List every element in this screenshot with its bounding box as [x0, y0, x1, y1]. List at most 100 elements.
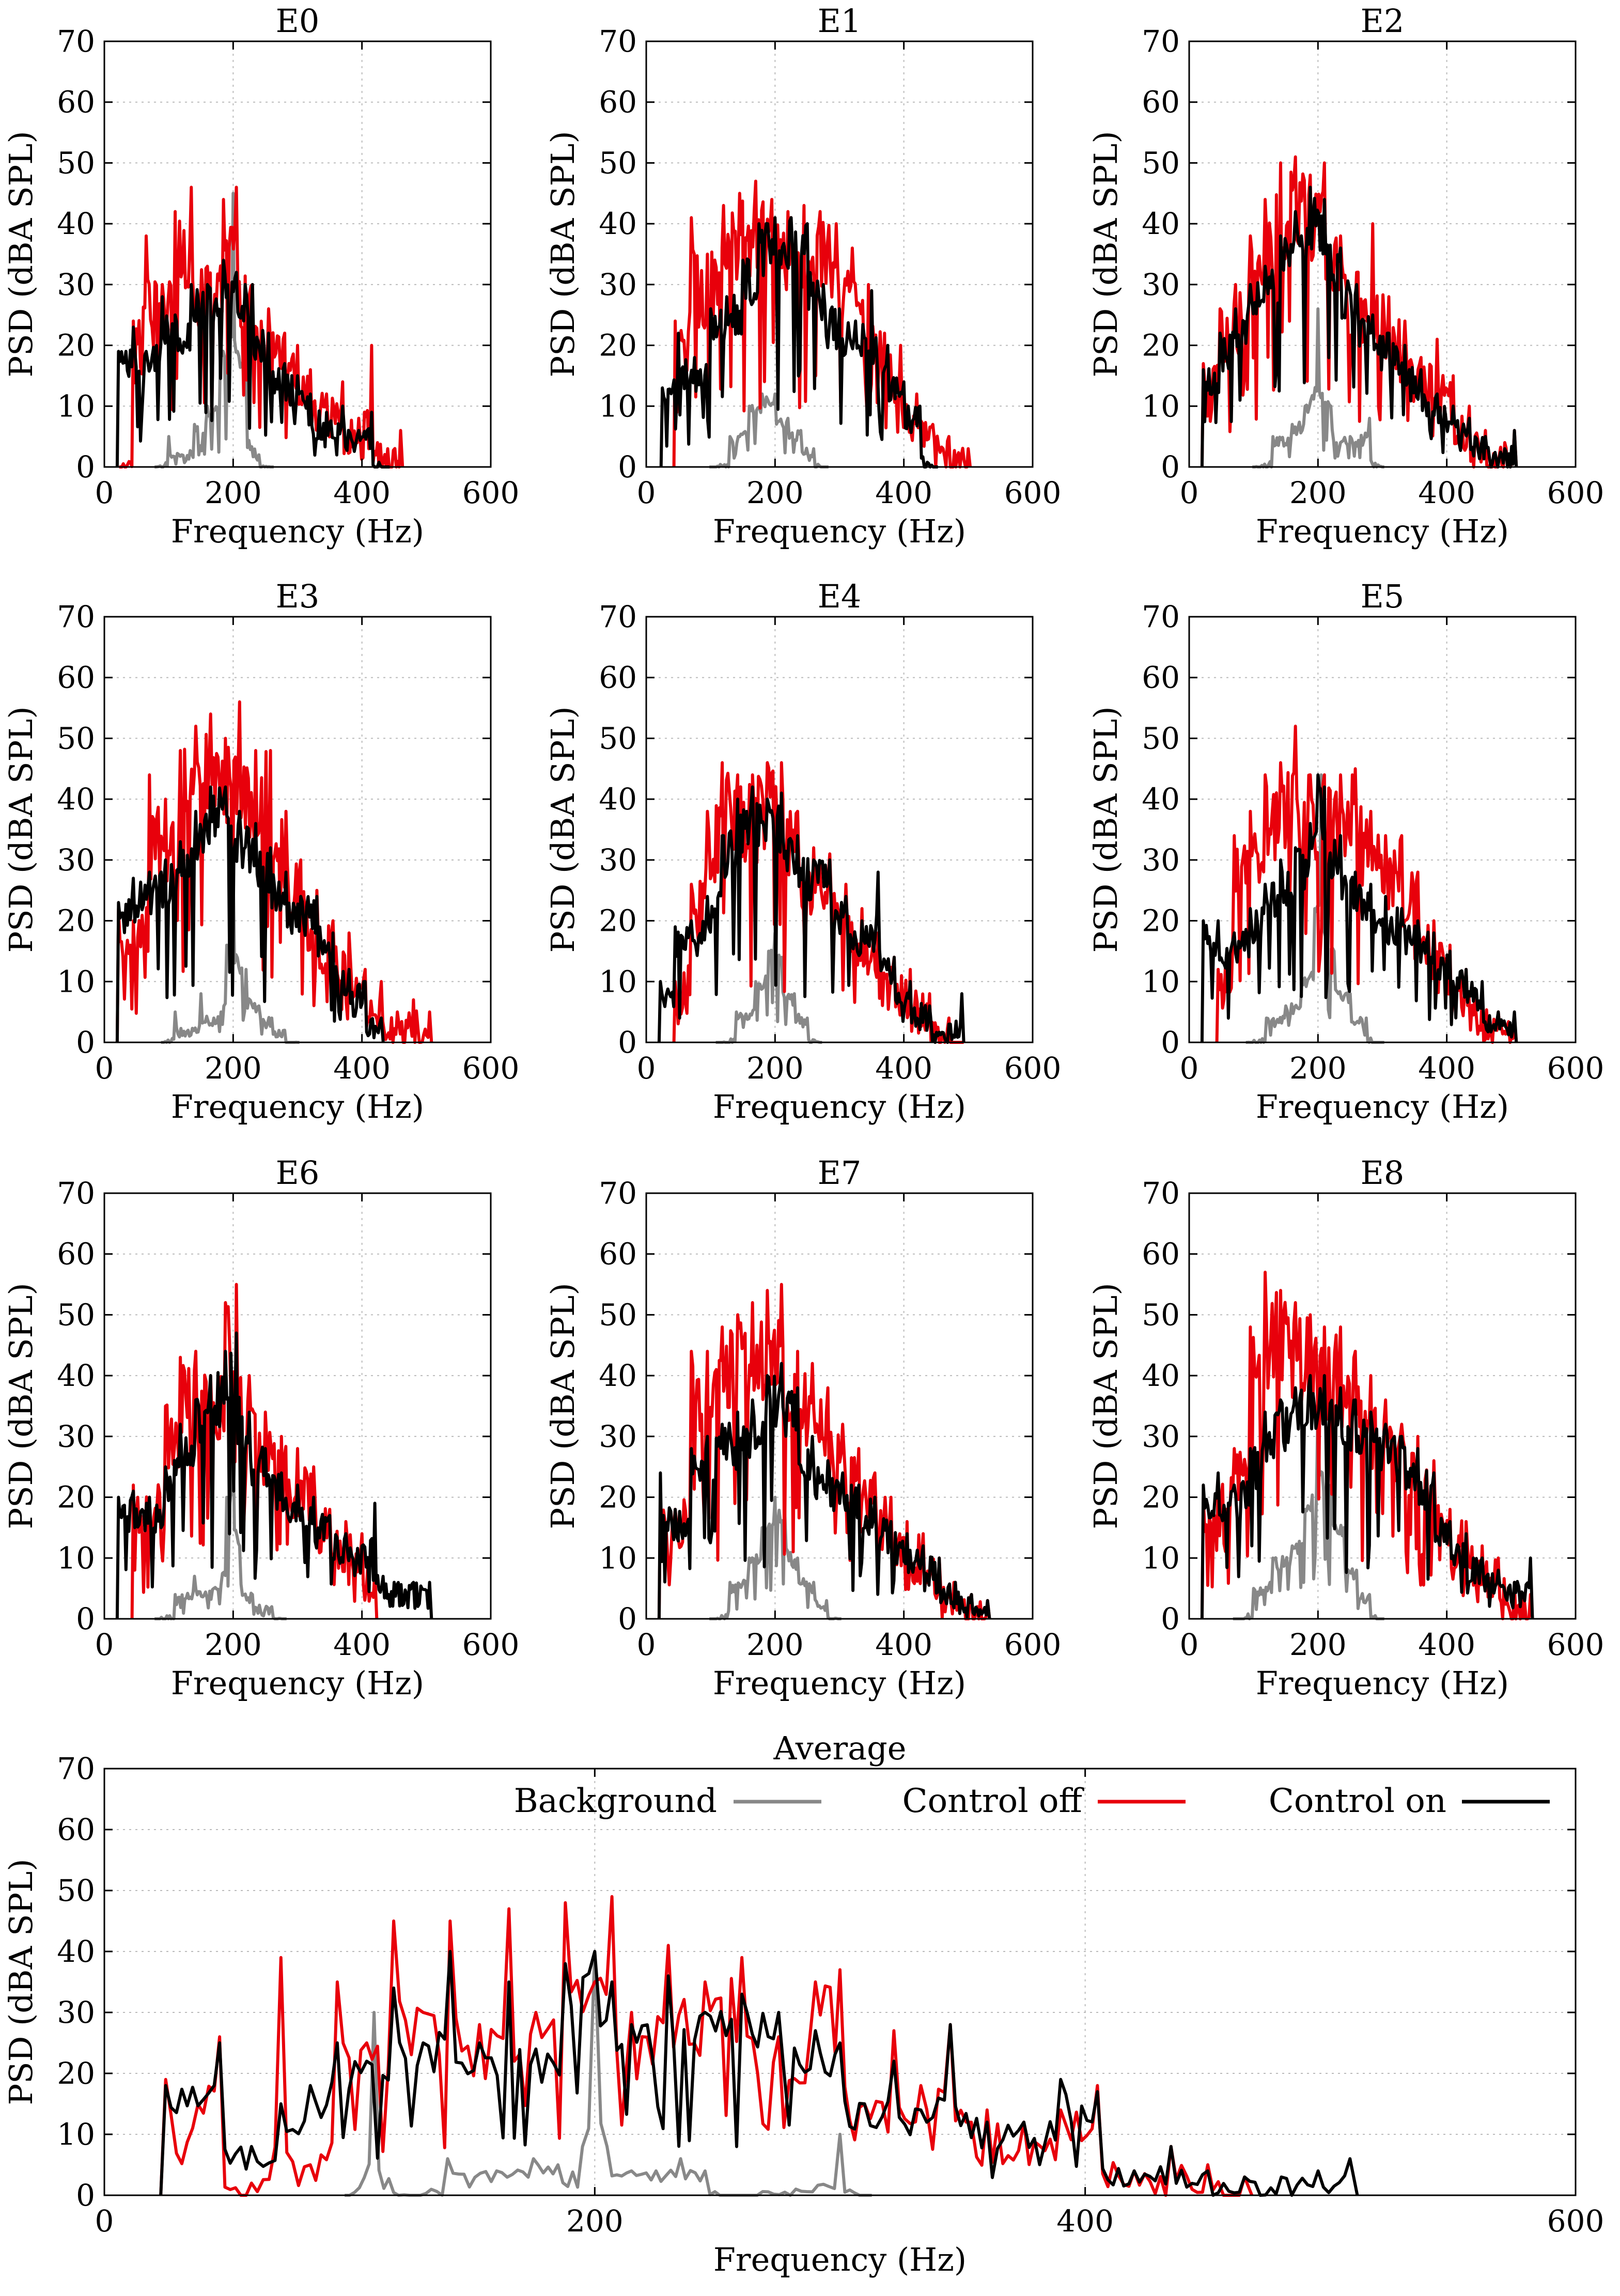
- y-tick-label: 40: [1142, 1358, 1180, 1393]
- y-tick-label: 40: [57, 206, 95, 241]
- y-tick-label: 70: [57, 1751, 95, 1786]
- y-tick-label: 50: [57, 145, 95, 180]
- panel-title: E5: [1361, 577, 1405, 615]
- series-background: [715, 931, 822, 1044]
- y-tick-label: 20: [57, 1480, 95, 1515]
- axes-frame: [645, 1192, 1034, 1620]
- panel-title: E1: [818, 2, 862, 40]
- x-axis-label: Frequency (Hz): [171, 1088, 424, 1126]
- y-tick-label: 0: [618, 1601, 637, 1636]
- x-tick-label: 600: [1547, 1051, 1605, 1086]
- y-tick-label: 10: [1142, 1540, 1180, 1575]
- x-tick-label: 400: [875, 1051, 932, 1086]
- axes-frame: [645, 616, 1034, 1043]
- y-tick-label: 60: [599, 660, 637, 695]
- x-axis-label: Frequency (Hz): [171, 512, 424, 550]
- panel-e7: 0 200 400 600 0 10 20 30 40 50 60 70 E7 Frequency (Hz…: [544, 1154, 1061, 1702]
- series-background: [154, 192, 274, 468]
- series-background: [154, 1434, 287, 1620]
- y-tick-label: 0: [618, 449, 637, 485]
- y-axis-label: PSD (dBA SPL): [2, 706, 40, 952]
- x-tick-label: 600: [1004, 1051, 1062, 1086]
- axes-frame: [103, 1768, 1577, 2196]
- y-tick-label: 60: [1142, 1237, 1180, 1272]
- y-axis-label: PSD (dBA SPL): [1087, 706, 1125, 952]
- x-tick-label: 400: [333, 1051, 391, 1086]
- y-tick-label: 0: [618, 1025, 637, 1060]
- y-tick-label: 0: [1161, 1601, 1180, 1636]
- y-tick-label: 20: [599, 1480, 637, 1515]
- y-tick-label: 70: [1142, 24, 1180, 59]
- x-axis-label: Frequency (Hz): [1256, 1664, 1509, 1702]
- y-axis-label: PSD (dBA SPL): [544, 1283, 582, 1529]
- x-axis-label: Frequency (Hz): [1256, 512, 1509, 550]
- y-tick-label: 30: [599, 267, 637, 302]
- panel-average: 0 200 400 600 0 10 20 30 40 50 60 70 Average Frequenc…: [2, 1729, 1604, 2278]
- panel-title: E7: [818, 1154, 862, 1192]
- panel-e5: 0 200 400 600 0 10 20 30 40 50 60 70 E5 Frequency (Hz…: [1087, 577, 1604, 1126]
- x-tick-label: 0: [637, 1627, 656, 1662]
- y-axis-label: PSD (dBA SPL): [1087, 131, 1125, 377]
- y-tick-label: 30: [57, 1995, 95, 2030]
- legend-item-background: Background: [514, 1782, 821, 1820]
- series-control-on: [657, 785, 965, 1044]
- x-tick-label: 600: [462, 475, 520, 510]
- panel-e3: 0 200 400 600 0 10 20 30 40 50 60 70 E3 Frequency (Hz…: [2, 577, 519, 1126]
- y-tick-label: 0: [76, 1601, 95, 1636]
- series-control-on: [657, 1362, 991, 1619]
- y-tick-label: 50: [1142, 1297, 1180, 1332]
- y-tick-label: 30: [57, 267, 95, 302]
- y-tick-label: 60: [599, 85, 637, 120]
- x-axis-label: Frequency (Hz): [713, 2241, 967, 2278]
- ticks: 0 200 400 600 0 10 20 30 40 50 60 70: [57, 599, 519, 1086]
- axes-frame: [103, 40, 492, 468]
- panel-title: E3: [276, 577, 320, 615]
- x-axis-label: Frequency (Hz): [1256, 1088, 1509, 1126]
- panel-e6: 0 200 400 600 0 10 20 30 40 50 60 70 E6 Frequency (Hz…: [2, 1154, 519, 1702]
- x-tick-label: 0: [637, 475, 656, 510]
- x-axis-label: Frequency (Hz): [171, 1664, 424, 1702]
- legend-item-control-on: Control on: [1269, 1782, 1550, 1820]
- x-tick-label: 600: [1004, 1627, 1062, 1662]
- y-tick-label: 10: [599, 1540, 637, 1575]
- x-axis-label: Frequency (Hz): [713, 512, 966, 550]
- y-tick-label: 10: [1142, 964, 1180, 999]
- y-tick-label: 60: [57, 85, 95, 120]
- y-tick-label: 70: [57, 24, 95, 59]
- grid: [1189, 41, 1576, 467]
- y-tick-label: 50: [57, 1873, 95, 1908]
- grid: [104, 617, 491, 1042]
- y-tick-label: 50: [599, 1297, 637, 1332]
- series-control-on: [1200, 773, 1518, 1043]
- axes-frame: [1188, 40, 1577, 468]
- y-tick-label: 20: [1142, 903, 1180, 939]
- x-axis-label: Frequency (Hz): [713, 1664, 966, 1702]
- ticks: 0 200 400 600 0 10 20 30 40 50 60 70: [57, 24, 519, 510]
- y-tick-label: 40: [599, 782, 637, 817]
- ticks: 0 200 400 600 0 10 20 30 40 50 60 70: [57, 1176, 519, 1662]
- x-tick-label: 200: [1289, 1051, 1347, 1086]
- x-tick-label: 0: [1180, 1627, 1199, 1662]
- y-axis-label: PSD (dBA SPL): [2, 1283, 40, 1529]
- y-tick-label: 10: [1142, 388, 1180, 424]
- legend-item-control-off: Control off: [902, 1782, 1186, 1820]
- panel-e2: 0 200 400 600 0 10 20 30 40 50 60 70 E2 Frequency (Hz…: [1087, 2, 1604, 550]
- panel-title: E0: [276, 2, 320, 40]
- y-tick-label: 0: [76, 449, 95, 485]
- y-tick-label: 50: [1142, 721, 1180, 756]
- series-control-on: [659, 216, 938, 468]
- y-tick-label: 30: [599, 842, 637, 878]
- y-tick-label: 60: [599, 1237, 637, 1272]
- x-tick-label: 600: [1547, 475, 1605, 510]
- axes-frame: [1188, 1192, 1577, 1620]
- y-tick-label: 40: [57, 1358, 95, 1393]
- x-tick-label: 0: [1180, 475, 1199, 510]
- x-tick-label: 0: [95, 475, 114, 510]
- y-tick-label: 10: [599, 964, 637, 999]
- y-axis-label: PSD (dBA SPL): [2, 131, 40, 377]
- panel-title: E2: [1361, 2, 1405, 40]
- y-axis-label: PSD (dBA SPL): [1087, 1283, 1125, 1529]
- panel-e8: 0 200 400 600 0 10 20 30 40 50 60 70 E8 Frequency (Hz…: [1087, 1154, 1604, 1702]
- panel-e1: 0 200 400 600 0 10 20 30 40 50 60 70 E1 Frequency (Hz…: [544, 2, 1061, 550]
- ticks: 0 200 400 600 0 10 20 30 40 50 60 70: [599, 1176, 1061, 1662]
